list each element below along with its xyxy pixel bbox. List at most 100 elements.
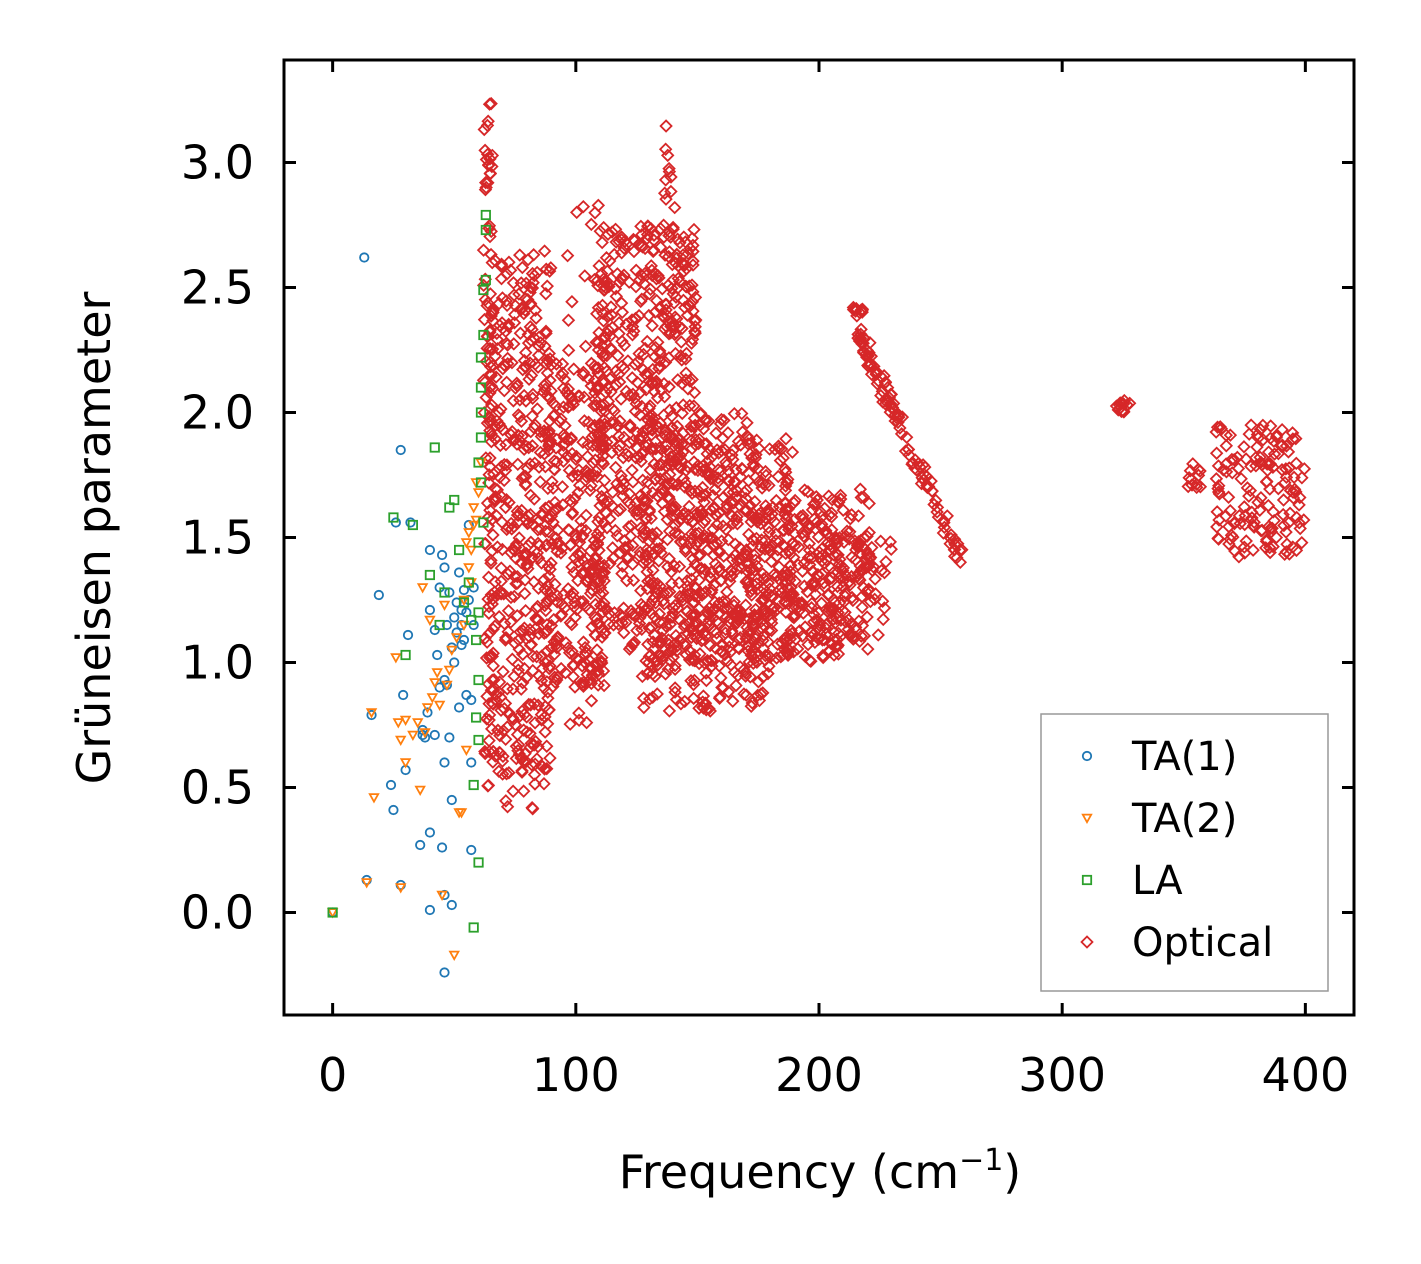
optical-point	[641, 220, 655, 234]
optical-point	[485, 342, 500, 356]
optical-point	[547, 407, 562, 422]
optical-point	[682, 652, 697, 667]
optical-point	[649, 267, 663, 281]
optical-point	[1245, 511, 1259, 525]
la-point	[473, 457, 484, 468]
optical-point	[592, 259, 606, 273]
optical-point	[601, 495, 616, 509]
optical-point	[795, 564, 810, 578]
optical-point	[744, 699, 759, 714]
optical-point	[579, 715, 594, 730]
optical-point	[482, 467, 496, 482]
ta-1-point	[359, 252, 370, 263]
optical-point	[704, 605, 719, 620]
optical-point	[851, 534, 866, 549]
la-point	[478, 517, 489, 528]
optical-point	[765, 601, 780, 616]
optical-point	[533, 475, 547, 489]
ta-2-point	[399, 758, 412, 769]
optical-point	[507, 307, 522, 322]
optical-point	[542, 264, 557, 278]
optical-point	[1225, 466, 1240, 480]
ta-1-point	[466, 844, 477, 856]
optical-point	[827, 548, 842, 562]
optical-point	[644, 221, 658, 236]
optical-point	[494, 257, 509, 271]
optical-point	[540, 623, 555, 638]
optical-point	[618, 234, 632, 249]
optical-point	[517, 388, 531, 403]
ta-1-point	[456, 604, 467, 616]
optical-point	[578, 640, 592, 655]
optical-point	[530, 402, 545, 416]
optical-point	[539, 739, 554, 753]
optical-point	[666, 457, 680, 472]
optical-point	[486, 528, 500, 542]
optical-point	[707, 501, 721, 516]
ta-1-point	[424, 604, 436, 616]
x-axis-ticks: 0 100 200 300 400	[318, 60, 1349, 1102]
ta-2-point	[421, 703, 434, 714]
optical-point	[603, 556, 617, 571]
optical-point	[716, 549, 731, 563]
optical-point	[612, 367, 626, 382]
la-point	[434, 619, 445, 631]
optical-point	[510, 376, 524, 390]
optical-point	[871, 374, 886, 388]
optical-point	[795, 595, 809, 610]
optical-point	[673, 235, 687, 250]
optical-point	[580, 449, 595, 464]
optical-point	[830, 639, 845, 654]
optical-point	[541, 654, 555, 668]
optical-point	[576, 594, 590, 609]
optical-point	[704, 585, 719, 600]
ta-2-point	[394, 735, 407, 747]
optical-point	[816, 650, 830, 665]
optical-point	[1233, 516, 1247, 531]
optical-point	[672, 559, 687, 574]
optical-point	[1248, 451, 1263, 465]
optical-point	[1210, 420, 1225, 434]
optical-point	[484, 556, 498, 570]
optical-point	[549, 634, 564, 648]
optical-point	[502, 495, 516, 510]
optical-point	[511, 657, 525, 672]
optical-point	[879, 555, 893, 569]
optical-point	[797, 529, 811, 543]
optical-point	[600, 348, 614, 363]
optical-point	[666, 222, 680, 236]
optical-point	[663, 453, 678, 468]
optical-point	[722, 640, 737, 654]
ta-1-point	[449, 612, 460, 623]
optical-point	[540, 761, 554, 776]
optical-point	[696, 689, 711, 703]
optical-point	[632, 346, 646, 361]
optical-point	[730, 484, 744, 498]
optical-point	[578, 269, 592, 283]
optical-point	[666, 273, 681, 287]
optical-point	[528, 456, 542, 470]
optical-point	[748, 494, 762, 509]
optical-point	[694, 561, 709, 576]
ta-1-point	[446, 899, 457, 911]
optical-point	[675, 376, 689, 391]
optical-point	[516, 470, 531, 484]
optical-point	[484, 224, 498, 239]
optical-point	[739, 543, 754, 557]
optical-point	[531, 536, 545, 551]
optical-point	[672, 528, 687, 542]
optical-point	[855, 618, 870, 633]
optical-point	[666, 318, 680, 332]
optical-point	[630, 504, 644, 518]
optical-point	[752, 441, 766, 456]
optical-point	[606, 618, 621, 632]
optical-point	[1244, 459, 1258, 474]
optical-point	[519, 670, 533, 685]
optical-point	[518, 573, 532, 587]
optical-point	[579, 523, 593, 538]
optical-point	[532, 460, 546, 474]
optical-point	[555, 480, 570, 494]
optical-point	[699, 666, 713, 680]
optical-point	[747, 563, 762, 578]
optical-point	[643, 399, 657, 413]
